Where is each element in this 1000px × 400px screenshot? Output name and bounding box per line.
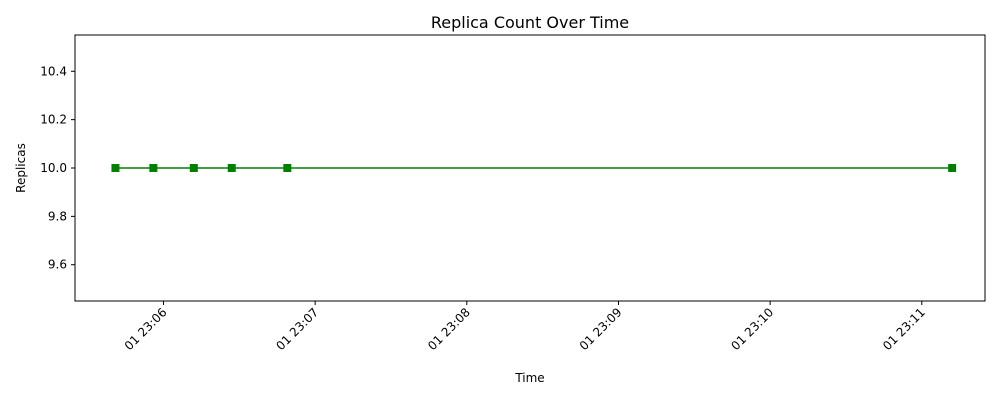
data-point-marker <box>227 164 236 172</box>
x-tick-label: 01 23:07 <box>273 305 321 353</box>
data-point-marker <box>948 164 957 172</box>
series-layer <box>111 164 957 172</box>
y-axis-label: Replicas <box>14 143 28 193</box>
chart-title: Replica Count Over Time <box>431 13 629 32</box>
x-tick-label: 01 23:09 <box>577 305 625 353</box>
y-tick-label: 10.2 <box>40 113 67 127</box>
y-tick-label: 10.4 <box>40 64 67 78</box>
y-tick-label: 9.6 <box>48 258 67 272</box>
data-point-marker <box>283 164 292 172</box>
data-point-marker <box>111 164 120 172</box>
y-tick-label: 9.8 <box>48 209 67 223</box>
data-point-marker <box>189 164 198 172</box>
x-tick-label: 01 23:10 <box>728 305 776 353</box>
x-tick-label: 01 23:08 <box>425 305 473 353</box>
y-axis: 9.6 9.8 10.0 10.2 10.4 <box>40 64 75 272</box>
x-axis: 01 23:06 01 23:07 01 23:08 01 23:09 01 23:10… <box>122 301 928 353</box>
x-axis-label: Time <box>514 371 544 385</box>
x-tick-label: 01 23:06 <box>122 305 170 353</box>
x-tick-label: 01 23:11 <box>880 305 928 353</box>
data-point-marker <box>149 164 158 172</box>
y-tick-label: 10.0 <box>40 161 67 175</box>
